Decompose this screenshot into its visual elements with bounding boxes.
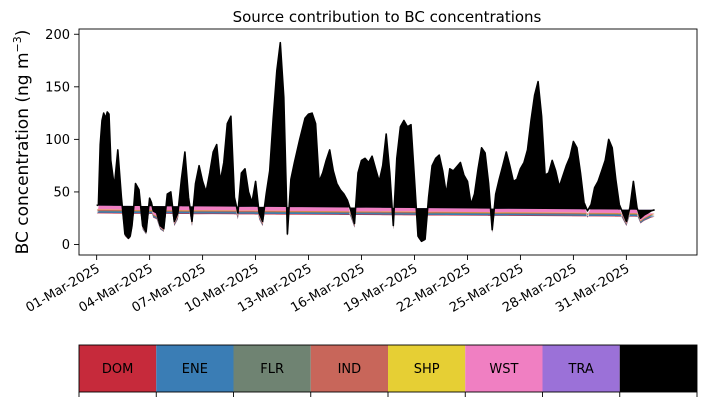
y-tick-label: 0 — [62, 238, 70, 253]
y-axis-label-superscript: −3 — [11, 36, 24, 52]
y-axis-label: BC concentration (ng m−3) — [11, 30, 33, 255]
stacked-area-layer — [96, 42, 655, 242]
legend-swatch-tra — [542, 345, 620, 392]
y-tick-label: 150 — [45, 80, 70, 95]
legend-swatch-bb — [619, 345, 697, 392]
plot-frame — [78, 28, 698, 256]
y-axis-label-main: BC concentration (ng m — [13, 52, 33, 254]
total-concentration-line — [96, 41, 655, 243]
x-axis: 01-Mar-202504-Mar-202507-Mar-202510-Mar-… — [24, 255, 632, 316]
legend-label-wst: WST — [489, 362, 518, 377]
legend-swatch-ene — [156, 345, 234, 392]
y-tick-label: 100 — [45, 133, 70, 148]
y-axis-label-close: ) — [13, 30, 33, 37]
legend-swatch-ind — [310, 345, 388, 392]
y-axis: 0 50 100 150 200 — [45, 28, 79, 253]
legend-swatch-shp — [388, 345, 466, 392]
legend-swatch-wst — [465, 345, 543, 392]
legend-label-flr: FLR — [260, 362, 284, 377]
legend-label-dom: DOM — [102, 362, 133, 377]
area-bb — [96, 42, 655, 242]
legend: DOM ENE FLR IND SHP WST TRA BB — [78, 344, 698, 397]
legend-label-ind: IND — [338, 362, 362, 377]
legend-label-ene: ENE — [182, 362, 208, 377]
legend-swatch-flr — [233, 345, 311, 392]
legend-label-tra: TRA — [567, 362, 593, 377]
legend-swatch-dom — [79, 345, 157, 392]
chart-title: Source contribution to BC concentrations — [233, 8, 542, 26]
legend-label-shp: SHP — [414, 362, 440, 377]
y-tick-label: 50 — [53, 185, 70, 200]
y-tick-label: 200 — [45, 28, 70, 43]
legend-label-bb: BB — [649, 362, 667, 377]
